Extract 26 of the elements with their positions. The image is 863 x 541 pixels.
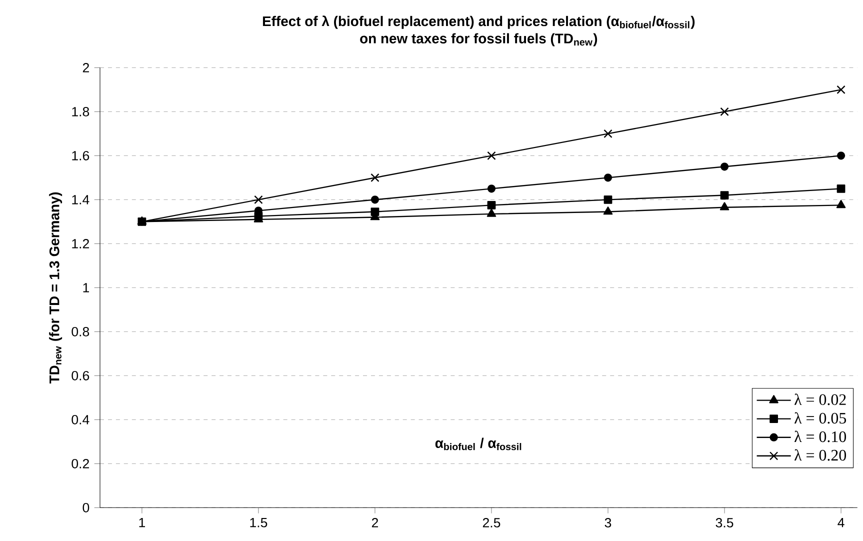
- y-tick-label: 1: [83, 283, 89, 292]
- y-tick-label: 1.4: [72, 195, 90, 204]
- y-tick-label: 1.8: [72, 106, 90, 116]
- y-tick-label: 0.6: [72, 370, 90, 380]
- x-axis-title: α$_{biofuel}$ / α$_{fossil}$: [435, 438, 522, 450]
- legend-label: λ = 0.10: [794, 430, 846, 442]
- x-tick-label: 4: [838, 518, 844, 528]
- x-tick-label: 3.5: [716, 518, 734, 528]
- legend-label: λ = 0.05: [794, 412, 846, 424]
- y-tick-label: 2: [82, 63, 89, 72]
- chart-subtitle: on new taxes for fossil fuels (TD$_{new}$): [360, 33, 598, 46]
- y-tick-label: 0.8: [72, 326, 90, 336]
- x-tick-label: 2: [372, 518, 378, 528]
- y-tick-label: 1.2: [72, 239, 89, 248]
- y-tick-label: 0: [82, 502, 90, 512]
- y-tick-label: 0.2: [72, 458, 89, 468]
- x-tick-label: 1: [139, 518, 145, 528]
- x-tick-label: 1.5: [250, 518, 268, 528]
- y-tick-label: 1.6: [72, 150, 90, 160]
- chart-title: Effect of λ (biofuel replacement) and prices relation (α$_{biofuel}$/α$_{fossil}$): [262, 16, 695, 29]
- legend-label: λ = 0.02: [794, 394, 846, 406]
- y-tick-label: 0.4: [72, 414, 90, 424]
- legend-label: λ = 0.20: [794, 449, 846, 461]
- x-tick-label: 3: [604, 518, 612, 528]
- y-axis-title: TD$_{new}$ (for TD = 1.3 Germany): [49, 192, 62, 384]
- x-tick-label: 2.5: [482, 518, 500, 528]
